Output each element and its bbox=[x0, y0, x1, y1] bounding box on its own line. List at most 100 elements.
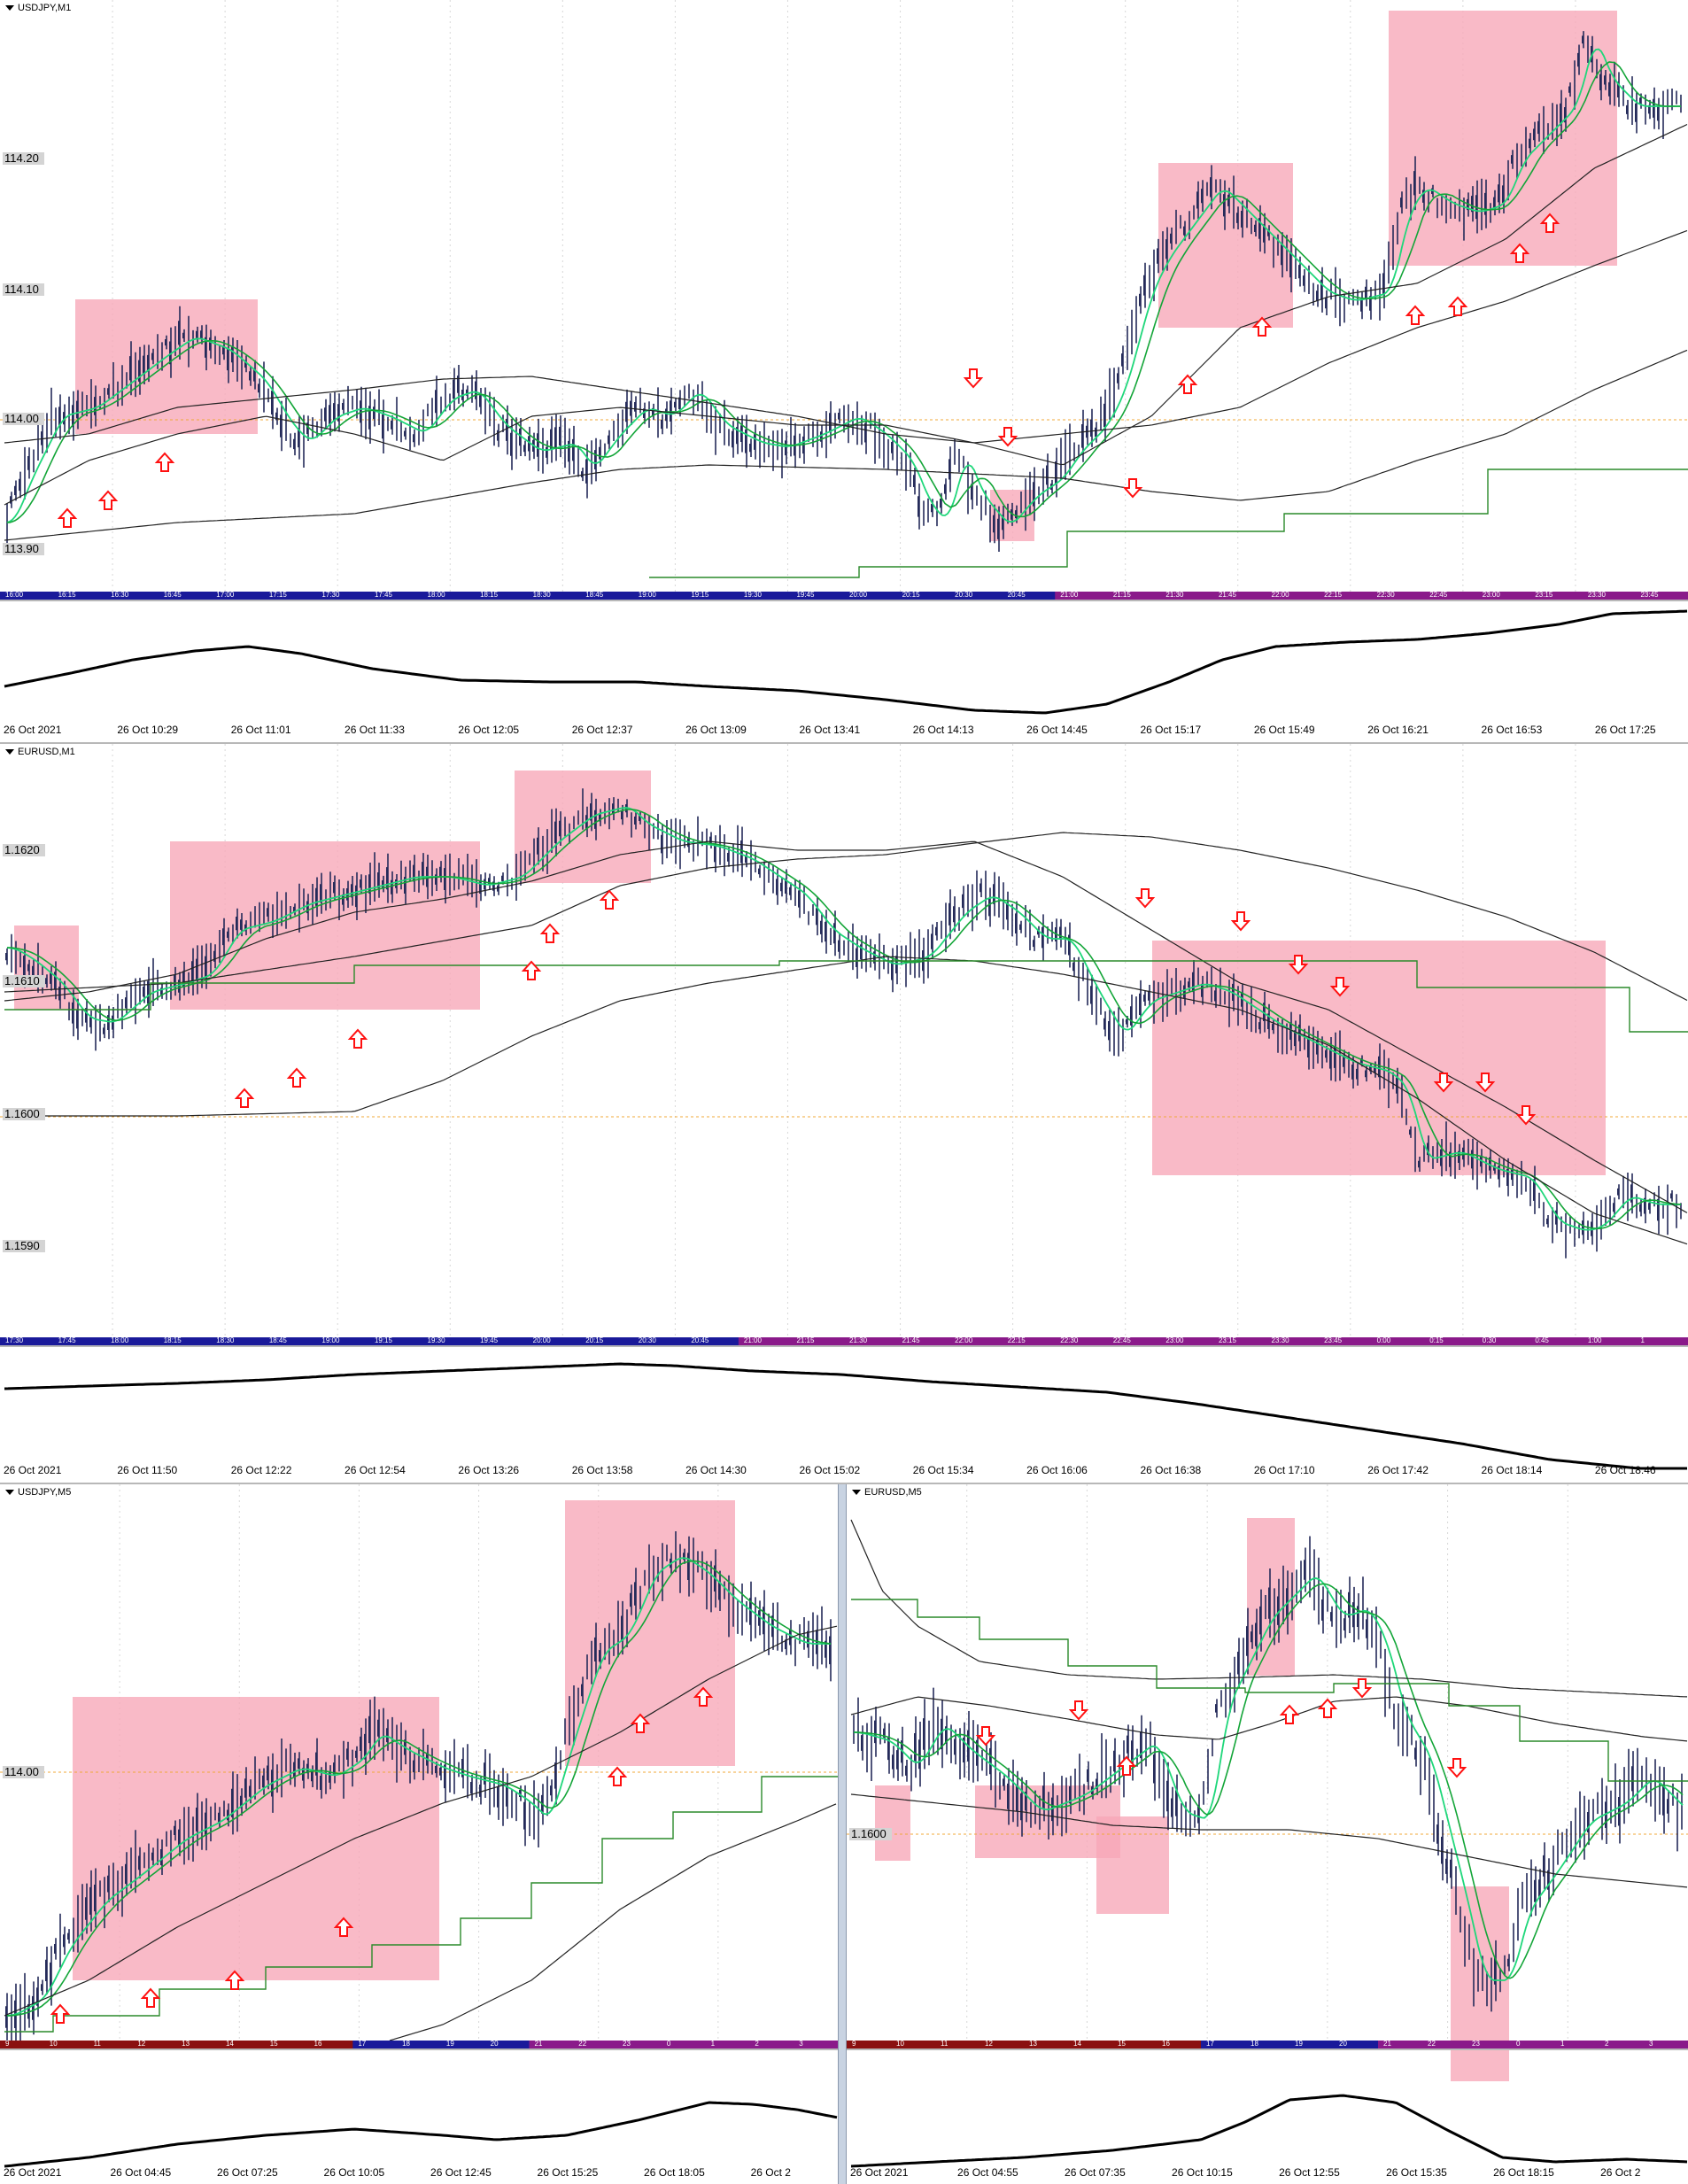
time-tick-label: 26 Oct 15:49 bbox=[1253, 724, 1315, 736]
time-tick-label: 26 Oct 18:05 bbox=[644, 2166, 705, 2179]
time-tick-label: 26 Oct 12:05 bbox=[458, 724, 520, 736]
session-time-label: 12 bbox=[985, 2040, 993, 2048]
session-time-label: 16 bbox=[1162, 2040, 1170, 2048]
window-splitter[interactable] bbox=[838, 1484, 847, 2184]
session-bar-segment bbox=[749, 2041, 794, 2048]
envelope-upper-line bbox=[850, 1519, 1688, 1698]
session-bar-segment bbox=[685, 1337, 739, 1345]
session-time-label: 12 bbox=[137, 2040, 146, 2048]
time-tick-label: 26 Oct 13:41 bbox=[799, 724, 861, 736]
session-bar-segment bbox=[484, 2041, 530, 2048]
session-time-label: 21:45 bbox=[902, 1336, 920, 1344]
panel-divider bbox=[0, 742, 1688, 744]
usdjpy-m5-plot[interactable] bbox=[0, 1484, 838, 2184]
session-time-label: 16:00 bbox=[5, 591, 24, 599]
time-tick-label: 26 Oct 15:35 bbox=[1386, 2166, 1447, 2179]
session-time-label: 13 bbox=[1029, 2040, 1037, 2048]
session-time-label: 21:15 bbox=[796, 1336, 815, 1344]
chart-panel-usdjpy-m5[interactable]: USDJPY,M5 114.00 26 Oct 2021 26 Oct 04:45… bbox=[0, 1484, 838, 2184]
session-time-label: 21:00 bbox=[1060, 591, 1079, 599]
sell-arrow-icon bbox=[1288, 955, 1309, 975]
time-tick-label: 26 Oct 2021 bbox=[4, 724, 62, 736]
envelope-upper-line bbox=[4, 229, 1688, 444]
session-time-label: 22:45 bbox=[1429, 591, 1448, 599]
session-bar-segment bbox=[1212, 1337, 1266, 1345]
session-bar-segment bbox=[891, 2041, 936, 2048]
session-time-label: 23:45 bbox=[1640, 591, 1659, 599]
time-tick-label: 26 Oct 18:46 bbox=[1594, 1464, 1656, 1476]
time-tick-label: 26 Oct 13:09 bbox=[685, 724, 747, 736]
time-tick-label: 26 Oct 16:06 bbox=[1026, 1464, 1088, 1476]
session-time-label: 19 bbox=[1295, 2040, 1303, 2048]
session-bar-segment bbox=[791, 1337, 845, 1345]
session-bar-segment bbox=[896, 1337, 950, 1345]
session-time-label: 1 bbox=[1560, 2040, 1565, 2048]
price-label: 1.1590 bbox=[3, 1240, 45, 1252]
buy-arrow-icon bbox=[333, 1917, 354, 1937]
session-bar-segment bbox=[263, 1337, 317, 1345]
session-time-label: 17 bbox=[358, 2040, 367, 2048]
session-time-label: 19:45 bbox=[796, 591, 815, 599]
session-time-label: 23 bbox=[1472, 2040, 1480, 2048]
time-tick-label: 26 Oct 10:15 bbox=[1172, 2166, 1233, 2179]
chart-title: USDJPY,M1 bbox=[5, 3, 71, 13]
session-bar-segment bbox=[738, 592, 792, 600]
session-bar-segment bbox=[949, 592, 1003, 600]
time-tick-label: 26 Oct 14:30 bbox=[685, 1464, 747, 1476]
session-bar-segment bbox=[791, 592, 845, 600]
session-time-label: 10 bbox=[49, 2040, 58, 2048]
usdjpy-m1-plot[interactable] bbox=[0, 0, 1688, 742]
collapse-triangle-icon[interactable] bbox=[5, 749, 14, 755]
session-bar-segment bbox=[1160, 1337, 1214, 1345]
time-tick-label: 26 Oct 10:05 bbox=[323, 2166, 385, 2179]
sell-arrow-icon bbox=[1134, 888, 1156, 909]
time-tick-label: 26 Oct 2 bbox=[750, 2166, 791, 2179]
session-time-label: 2 bbox=[755, 2040, 759, 2048]
time-tick-label: 26 Oct 12:54 bbox=[345, 1464, 406, 1476]
session-bar-segment bbox=[529, 2041, 574, 2048]
session-time-label: 17:30 bbox=[321, 591, 340, 599]
session-time-label: 22:00 bbox=[1271, 591, 1289, 599]
eurusd-m5-plot[interactable] bbox=[847, 1484, 1688, 2184]
session-time-label: 17:30 bbox=[5, 1336, 24, 1344]
session-time-label: 17:45 bbox=[58, 1336, 76, 1344]
time-tick-label: 26 Oct 12:45 bbox=[430, 2166, 492, 2179]
session-bar-segment bbox=[1055, 592, 1109, 600]
ma-mid-line bbox=[7, 1560, 832, 2017]
eurusd-m1-plot[interactable] bbox=[0, 744, 1688, 1483]
collapse-triangle-icon[interactable] bbox=[5, 5, 14, 12]
time-tick-label: 26 Oct 2021 bbox=[850, 2166, 909, 2179]
session-time-label: 23:15 bbox=[1535, 591, 1553, 599]
collapse-triangle-icon[interactable] bbox=[852, 1490, 861, 1496]
chart-panel-usdjpy-m1[interactable]: USDJPY,M1 114.20 114.10 114.00 113.90 26… bbox=[0, 0, 1688, 742]
chart-panel-eurusd-m1[interactable]: EURUSD,M1 1.1620 1.1610 1.1600 1.1590 26… bbox=[0, 744, 1688, 1483]
buy-arrow-icon bbox=[607, 1766, 628, 1786]
time-tick-label: 26 Oct 2021 bbox=[4, 1464, 62, 1476]
time-tick-label: 26 Oct 16:21 bbox=[1367, 724, 1429, 736]
oscillator-line bbox=[4, 609, 1688, 715]
session-time-label: 3 bbox=[799, 2040, 803, 2048]
session-bar-segment bbox=[132, 2041, 177, 2048]
sell-arrow-icon bbox=[1515, 1105, 1537, 1126]
session-time-label: 11 bbox=[93, 2040, 101, 2048]
ma-slow-line bbox=[4, 1625, 838, 2017]
signal-zone bbox=[875, 1785, 910, 1861]
session-time-label: 20:15 bbox=[585, 1336, 604, 1344]
time-tick-label: 26 Oct 14:45 bbox=[1026, 724, 1088, 736]
session-time-label: 19:30 bbox=[427, 1336, 445, 1344]
session-time-label: 18:00 bbox=[111, 1336, 129, 1344]
chart-panel-eurusd-m5[interactable]: EURUSD,M5 1.1600 26 Oct 2021 26 Oct 04:55… bbox=[847, 1484, 1688, 2184]
sell-arrow-icon bbox=[1329, 977, 1351, 997]
session-time-label: 0:00 bbox=[1376, 1336, 1391, 1344]
session-time-label: 20 bbox=[1339, 2040, 1347, 2048]
buy-arrow-icon bbox=[630, 1713, 651, 1733]
session-time-label: 20:00 bbox=[532, 1336, 551, 1344]
sell-arrow-icon bbox=[963, 368, 984, 389]
session-time-label: 21:15 bbox=[1112, 591, 1131, 599]
session-time-label: 19:00 bbox=[638, 591, 656, 599]
buy-arrow-icon bbox=[234, 1088, 255, 1108]
collapse-triangle-icon[interactable] bbox=[5, 1490, 14, 1496]
trailing-stop-line bbox=[851, 1599, 1688, 1782]
session-time-label: 0:45 bbox=[1535, 1336, 1549, 1344]
buy-arrow-icon bbox=[1317, 1698, 1338, 1718]
